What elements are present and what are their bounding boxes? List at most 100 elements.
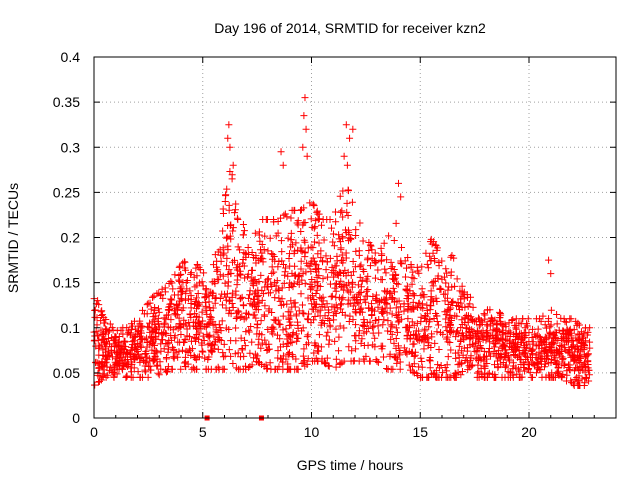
data-point	[571, 344, 579, 352]
data-point	[222, 234, 230, 242]
data-point	[359, 265, 367, 273]
data-point	[266, 234, 274, 242]
data-point	[130, 364, 138, 372]
data-point	[430, 277, 438, 285]
data-point	[316, 306, 324, 314]
data-point	[231, 206, 239, 214]
data-point	[418, 363, 426, 371]
data-point	[157, 365, 165, 373]
data-point	[329, 230, 337, 238]
data-point	[413, 319, 421, 327]
data-point	[366, 357, 374, 365]
data-point	[549, 339, 557, 347]
data-point	[286, 262, 294, 270]
data-point	[401, 257, 409, 265]
data-point	[248, 248, 256, 256]
data-point	[226, 168, 234, 176]
data-point	[569, 380, 577, 388]
data-point	[363, 319, 371, 327]
data-point	[292, 330, 300, 338]
data-point	[285, 350, 293, 358]
data-point	[303, 360, 311, 368]
data-point	[345, 317, 353, 325]
data-point	[298, 247, 306, 255]
data-point	[580, 359, 588, 367]
data-point	[485, 348, 493, 356]
data-point	[563, 377, 571, 385]
data-point	[369, 329, 377, 337]
data-point	[297, 257, 305, 265]
data-point	[457, 360, 465, 368]
data-point	[535, 348, 543, 356]
data-point	[304, 331, 312, 339]
data-point-peak	[547, 270, 555, 278]
data-point	[470, 342, 478, 350]
data-point-peak	[226, 143, 234, 151]
data-point	[528, 333, 536, 341]
data-point	[180, 338, 188, 346]
data-point	[559, 355, 567, 363]
x-tick-label: 5	[199, 424, 207, 440]
data-point	[187, 292, 195, 300]
data-point	[198, 347, 206, 355]
data-point	[121, 353, 129, 361]
data-point	[306, 262, 314, 270]
data-point	[510, 330, 518, 338]
data-point	[245, 363, 253, 371]
data-point	[483, 320, 491, 328]
data-point	[454, 298, 462, 306]
data-point	[296, 206, 304, 214]
data-point	[474, 361, 482, 369]
data-point	[553, 320, 561, 328]
data-point	[294, 334, 302, 342]
data-point	[374, 303, 382, 311]
data-point	[311, 313, 319, 321]
data-point	[392, 344, 400, 352]
data-point	[391, 288, 399, 296]
data-point	[169, 285, 177, 293]
data-point	[357, 288, 365, 296]
data-point	[191, 283, 199, 291]
data-point	[186, 322, 194, 330]
data-point	[202, 306, 210, 314]
data-point-peak	[346, 134, 354, 142]
data-point	[336, 322, 344, 330]
data-point	[327, 224, 335, 232]
data-point	[344, 268, 352, 276]
data-point	[306, 199, 314, 207]
data-point	[297, 244, 305, 252]
data-point	[389, 271, 397, 279]
data-point	[415, 269, 423, 277]
data-point	[174, 304, 182, 312]
data-point	[303, 315, 311, 323]
data-point	[521, 367, 529, 375]
data-point	[461, 303, 469, 311]
data-point	[362, 292, 370, 300]
data-point	[236, 267, 244, 275]
data-point	[323, 354, 331, 362]
data-point	[378, 305, 386, 313]
data-point	[380, 239, 388, 247]
data-point	[218, 317, 226, 325]
data-point	[395, 311, 403, 319]
data-point	[182, 290, 190, 298]
data-point	[475, 314, 483, 322]
data-point	[125, 326, 133, 334]
data-point	[309, 200, 317, 208]
data-point	[238, 293, 246, 301]
data-point	[491, 361, 499, 369]
data-point	[491, 343, 499, 351]
data-point	[170, 291, 178, 299]
data-point	[331, 337, 339, 345]
data-point	[166, 303, 174, 311]
data-point	[174, 353, 182, 361]
data-point	[175, 263, 183, 271]
data-point	[405, 347, 413, 355]
data-point	[307, 319, 315, 327]
data-point	[461, 319, 469, 327]
data-point	[483, 306, 491, 314]
data-point	[209, 261, 217, 269]
data-point	[515, 319, 523, 327]
data-point	[586, 344, 594, 352]
data-point	[255, 292, 263, 300]
